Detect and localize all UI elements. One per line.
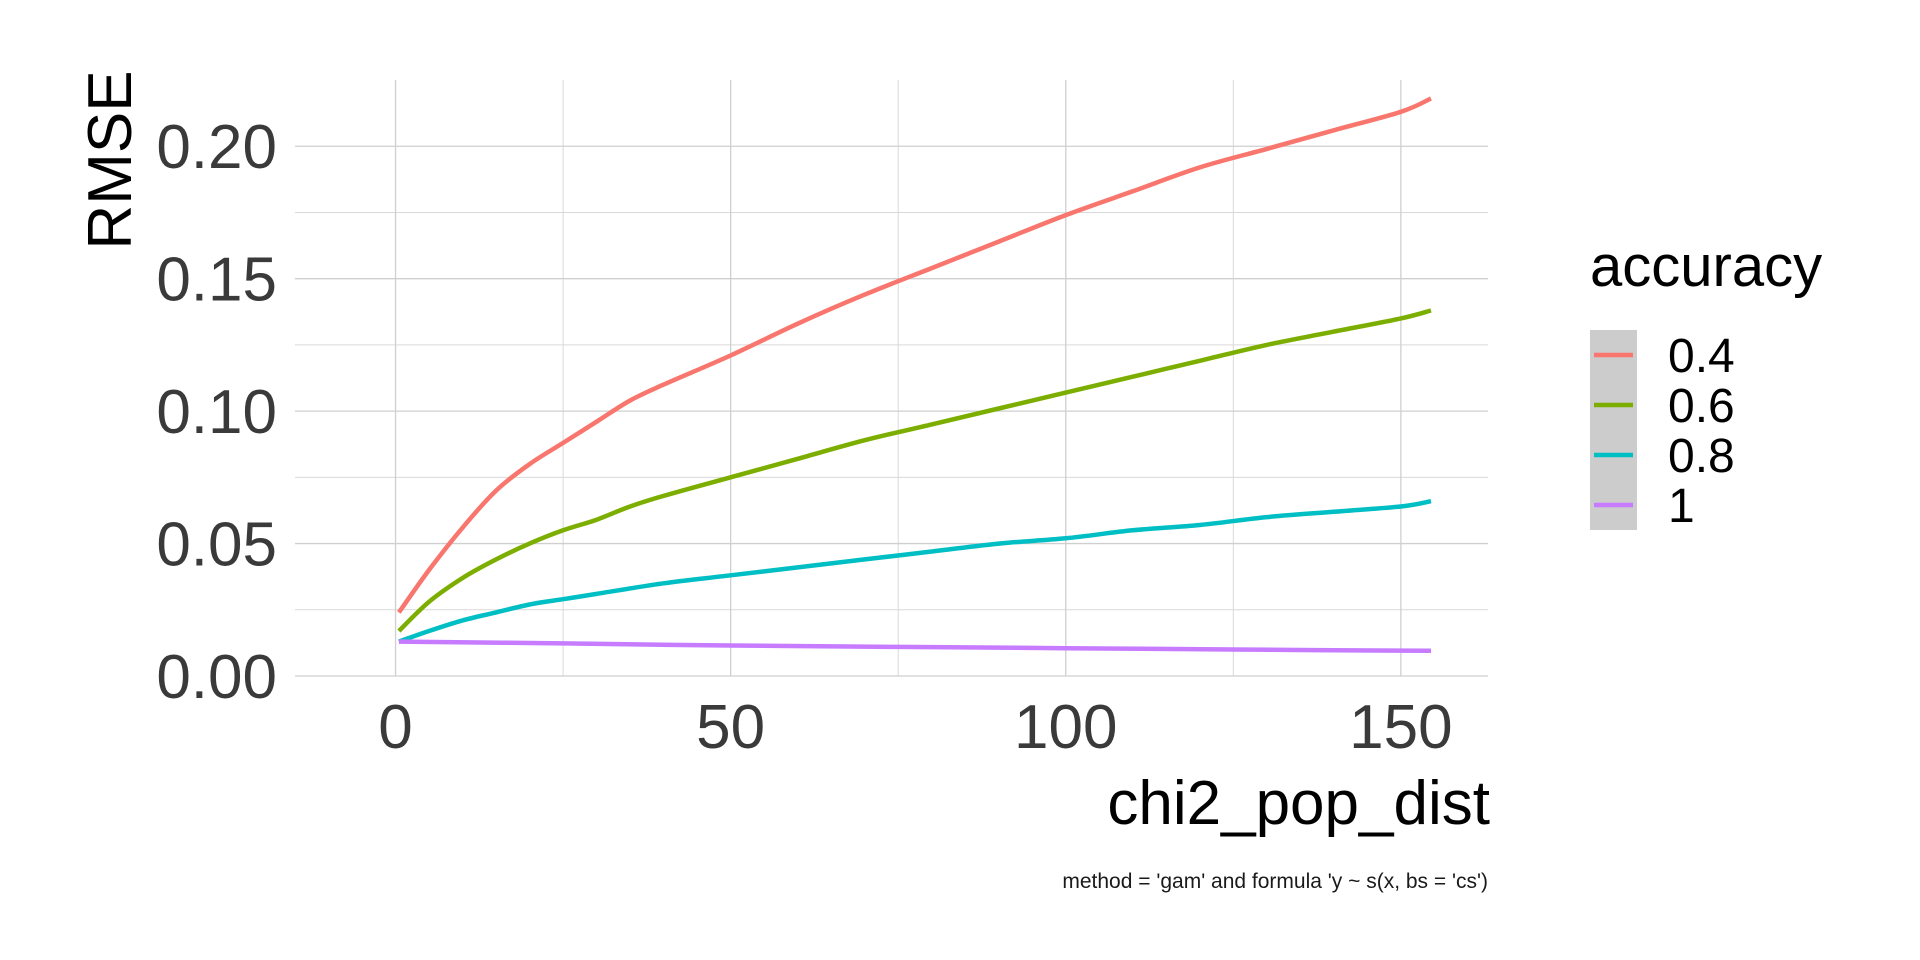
y-tick-label: 0.20 [156, 113, 277, 182]
y-tick-label: 0.15 [156, 246, 277, 315]
series-lines [397, 96, 1432, 654]
series-line-0-4 [397, 96, 1432, 614]
chart-caption: method = 'gam' and formula 'y ~ s(x, bs … [1062, 870, 1488, 893]
legend-label: 0.4 [1668, 330, 1735, 383]
y-tick-label: 0.10 [156, 378, 277, 447]
y-axis-ticks: 0.00 0.05 0.10 0.15 0.20 [156, 113, 277, 712]
x-tick-label: 100 [1014, 693, 1117, 762]
x-axis-title: chi2_pop_dist [1107, 769, 1490, 838]
legend-label: 0.6 [1668, 380, 1735, 433]
legend-items: 0.40.60.81 [1594, 330, 1735, 533]
legend-key-background [1590, 330, 1637, 530]
y-tick-label: 0.00 [156, 643, 277, 712]
series-line-1 [398, 639, 1432, 654]
y-axis-title: RMSE [76, 70, 145, 249]
legend-label: 1 [1668, 480, 1695, 533]
grid-lines [295, 80, 1488, 677]
series-line-0-8 [398, 498, 1432, 644]
x-tick-label: 0 [378, 693, 412, 762]
legend: accuracy 0.40.60.81 [1590, 234, 1822, 533]
legend-title: accuracy [1590, 234, 1822, 299]
x-tick-label: 150 [1349, 693, 1452, 762]
y-tick-label: 0.05 [156, 511, 277, 580]
series-line-0-6 [397, 308, 1432, 633]
x-axis-ticks: 0 50 100 150 [378, 693, 1452, 762]
x-tick-label: 50 [696, 693, 765, 762]
legend-label: 0.8 [1668, 430, 1735, 483]
